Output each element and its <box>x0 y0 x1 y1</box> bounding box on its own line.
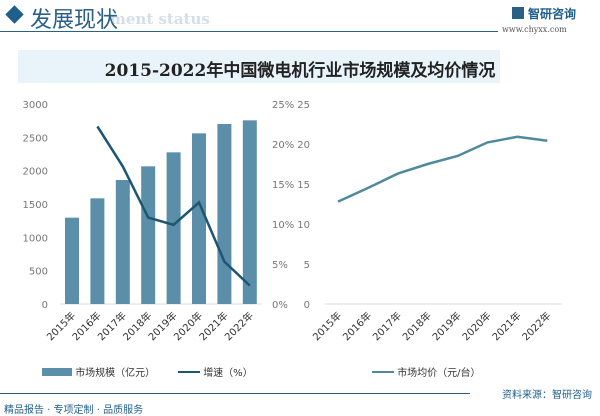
bar-2019年 <box>167 152 181 304</box>
x-tick-right: 2022年 <box>519 309 553 343</box>
legend-swatch-line <box>372 371 394 373</box>
y-tick-left: 2000 <box>23 167 48 178</box>
y-tick-right: 20% <box>272 140 294 151</box>
legend-avg-price: 市场均价（元/台） <box>372 364 481 379</box>
legend-swatch-line <box>178 371 200 373</box>
legend-market-size: 市场规模（亿元） <box>42 364 155 379</box>
bar-2018年 <box>141 166 155 304</box>
y-tick-right: 0% <box>272 300 288 311</box>
y-tick-price: 0 <box>304 300 310 311</box>
x-tick-right: 2017年 <box>370 309 404 343</box>
y-tick-price: 15 <box>297 180 310 191</box>
legend-label: 市场均价（元/台） <box>397 368 480 379</box>
legend-label: 市场规模（亿元） <box>75 368 155 379</box>
footer-divider <box>0 393 470 394</box>
legend-swatch-bar <box>42 368 72 376</box>
y-tick-right: 10% <box>272 220 294 231</box>
y-tick-right: 5% <box>272 260 288 271</box>
footer-slogan: 精品报告 · 专项定制 · 品质服务 <box>4 401 143 416</box>
x-tick-right: 2020年 <box>459 309 493 343</box>
bar-2015年 <box>65 218 79 304</box>
bar-2020年 <box>192 133 206 304</box>
price-line <box>338 137 547 202</box>
x-tick-right: 2018年 <box>400 309 434 343</box>
x-tick-left: 2022年 <box>222 309 256 343</box>
bar-2017年 <box>116 180 130 304</box>
y-tick-price: 20 <box>297 140 310 151</box>
x-tick-right: 2016年 <box>340 309 374 343</box>
x-tick-right: 2015年 <box>310 309 344 343</box>
y-tick-left: 3000 <box>23 100 48 111</box>
y-tick-right: 25% <box>272 100 294 111</box>
legend-growth: 增速（%） <box>178 364 253 379</box>
y-tick-left: 1500 <box>23 200 48 211</box>
y-tick-price: 5 <box>304 260 310 271</box>
y-tick-left: 500 <box>29 267 48 278</box>
x-tick-right: 2019年 <box>429 309 463 343</box>
legend-label: 增速（%） <box>203 368 253 379</box>
y-tick-price: 10 <box>297 220 310 231</box>
source-note: 资料来源：智研咨询 <box>502 386 592 401</box>
y-tick-left: 0 <box>42 300 48 311</box>
x-tick-right: 2021年 <box>489 309 523 343</box>
y-tick-right: 15% <box>272 180 294 191</box>
bar-2016年 <box>90 198 104 304</box>
bar-2021年 <box>217 124 231 304</box>
y-tick-price: 25 <box>297 100 310 111</box>
y-tick-left: 2500 <box>23 133 48 144</box>
bar-2022年 <box>243 120 257 304</box>
y-tick-left: 1000 <box>23 233 48 244</box>
